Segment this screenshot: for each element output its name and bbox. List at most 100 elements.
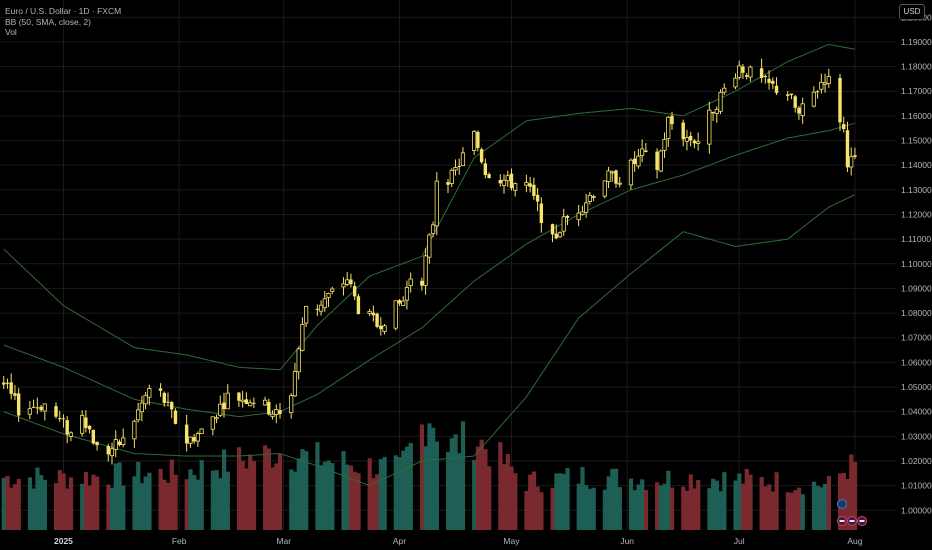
volume-bar <box>457 453 462 530</box>
candle-body-up <box>524 182 529 186</box>
candle-body-down <box>31 406 36 408</box>
bb-indicator-label[interactable]: BB (50, SMA, close, 2) <box>5 16 91 27</box>
candle-body-down <box>397 300 402 304</box>
candle-body-up <box>318 304 324 312</box>
volume-bar <box>849 454 854 530</box>
candle-body-down <box>117 441 122 446</box>
volume-bar <box>707 488 712 530</box>
volume-bar <box>248 454 253 530</box>
time-axis[interactable]: 2025 Feb Mar Apr May Jun Jul Aug <box>54 536 863 546</box>
volume-bar <box>666 470 671 530</box>
candle-body-down <box>476 131 480 148</box>
candle-body-down <box>815 91 820 93</box>
candle-body-up <box>666 116 671 139</box>
volume-bar <box>815 485 820 530</box>
candle-body-up <box>423 255 428 286</box>
volume-bar <box>397 457 402 530</box>
candle-body-down <box>845 130 850 168</box>
event-marker-icon[interactable] <box>836 498 848 510</box>
candle-body-down <box>252 402 256 404</box>
price-tick-label: 1.05000 <box>901 382 932 392</box>
candle-body-up <box>617 182 622 185</box>
candle-body-down <box>2 382 6 385</box>
price-tick-label: 1.16000 <box>901 111 932 121</box>
event-markers[interactable] <box>836 498 868 527</box>
volume-bar <box>446 451 451 530</box>
time-tick-label: Jun <box>620 536 634 546</box>
candle-body-down <box>767 78 771 83</box>
candle-body-down <box>106 446 110 455</box>
candle-body-up <box>811 91 816 107</box>
price-tick-label: 1.00000 <box>901 505 932 515</box>
candle-body-down <box>35 407 40 409</box>
candle-body-up <box>341 283 346 288</box>
candle-body-down <box>184 424 189 444</box>
volume-bar <box>39 475 44 530</box>
volume-indicator-label[interactable]: Vol <box>5 27 17 37</box>
volume-bar <box>591 487 596 530</box>
volume-bar <box>811 481 817 530</box>
candle-body-down <box>58 418 62 420</box>
candle-body-down <box>371 312 376 316</box>
candle-body-down <box>267 401 271 415</box>
candle-body-up <box>449 169 454 184</box>
candle-body-down <box>853 155 857 157</box>
volume-bar <box>210 470 215 530</box>
candle-body-up <box>849 156 854 168</box>
time-tick-label: May <box>503 536 520 546</box>
volume-bar <box>460 421 466 530</box>
candle-body-up <box>345 279 350 285</box>
currency-badge[interactable]: USD <box>899 4 925 20</box>
volume-bar <box>658 485 663 530</box>
volume-bar <box>162 479 167 530</box>
candle-body-up <box>501 179 507 186</box>
volume-bar <box>251 461 257 530</box>
volume-bar <box>733 480 738 530</box>
volume-bar <box>106 484 111 530</box>
candle-body-down <box>173 410 178 424</box>
volume-bar <box>602 489 607 530</box>
volume-bar <box>315 442 320 530</box>
candle-body-down <box>763 75 768 77</box>
volume-bar <box>419 424 425 530</box>
candle-body-up <box>393 300 398 329</box>
volume-bar <box>670 487 675 530</box>
volume-bar <box>819 487 824 530</box>
price-tick-label: 1.09000 <box>901 283 932 293</box>
candle-body-down <box>797 107 801 114</box>
candle-body-down <box>632 158 637 164</box>
price-axis[interactable]: 1.200001.190001.180001.170001.160001.150… <box>901 12 932 515</box>
candle-body-down <box>744 75 749 77</box>
candle-body-down <box>655 151 659 170</box>
price-tick-label: 1.17000 <box>901 86 932 96</box>
candle-body-up <box>453 167 458 171</box>
candle-body-up <box>718 91 723 112</box>
volume-bar <box>214 470 219 530</box>
candle-body-down <box>166 401 170 403</box>
volume-bar <box>91 474 96 530</box>
candle-body-down <box>771 80 775 84</box>
volume-bar <box>737 473 742 530</box>
candle-body-down <box>61 418 66 420</box>
candle-body-up <box>401 300 406 306</box>
volume-bar <box>139 483 145 530</box>
volume-bar <box>696 480 701 530</box>
volume-bar <box>826 475 831 530</box>
volume-bar <box>95 476 100 530</box>
symbol-title[interactable]: Euro / U.S. Dollar · 1D · FXCM <box>5 6 122 16</box>
volume-bar <box>244 468 249 530</box>
candle-body-up <box>580 211 585 215</box>
candle-body-up <box>304 305 309 324</box>
candle-body-down <box>375 313 379 327</box>
candle-body-down <box>479 149 484 163</box>
volume-bar <box>225 471 230 530</box>
candle-body-up <box>434 180 439 227</box>
time-tick-label: Mar <box>276 536 291 546</box>
candle-body-up <box>274 409 279 415</box>
candle-body-up <box>367 311 372 314</box>
volume-bar <box>614 468 619 530</box>
candle-body-down <box>786 94 790 96</box>
volume-bar <box>80 483 85 530</box>
time-tick-label: Aug <box>847 536 862 546</box>
